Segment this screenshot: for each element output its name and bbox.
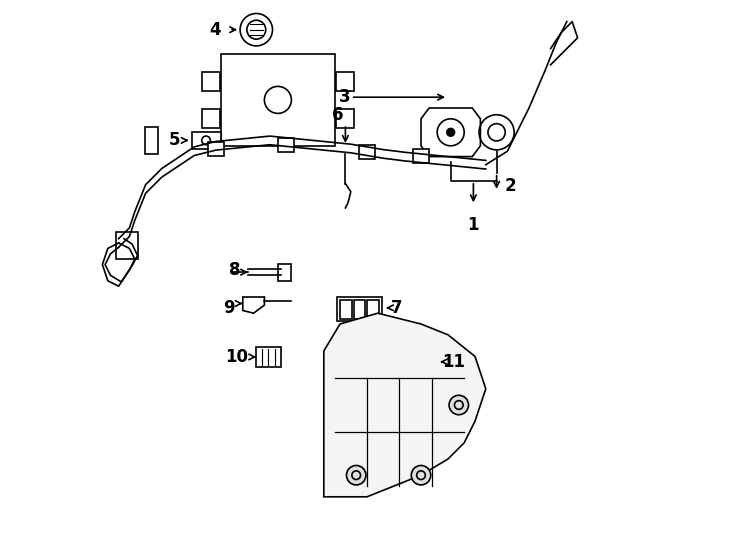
Bar bbox=[208, 142, 224, 156]
Text: 3: 3 bbox=[339, 88, 351, 106]
Text: 2: 2 bbox=[505, 177, 516, 195]
FancyBboxPatch shape bbox=[192, 132, 221, 149]
Bar bbox=[278, 264, 291, 281]
Text: 11: 11 bbox=[443, 353, 465, 371]
FancyBboxPatch shape bbox=[336, 109, 354, 128]
Bar bbox=[359, 145, 375, 159]
Bar bbox=[338, 297, 382, 321]
Text: 7: 7 bbox=[391, 299, 403, 317]
Polygon shape bbox=[324, 313, 486, 497]
Circle shape bbox=[446, 128, 455, 137]
Circle shape bbox=[449, 395, 468, 415]
FancyBboxPatch shape bbox=[336, 72, 354, 91]
Bar bbox=[413, 149, 429, 163]
Text: 9: 9 bbox=[223, 299, 235, 317]
Polygon shape bbox=[243, 297, 264, 313]
Bar bbox=[367, 300, 379, 319]
Circle shape bbox=[346, 465, 366, 485]
Text: 6: 6 bbox=[332, 106, 343, 124]
Bar bbox=[278, 138, 294, 152]
FancyBboxPatch shape bbox=[256, 347, 280, 367]
FancyBboxPatch shape bbox=[203, 109, 219, 128]
Bar bbox=[340, 300, 352, 319]
Bar bbox=[116, 232, 137, 259]
Bar bbox=[145, 127, 158, 154]
Circle shape bbox=[411, 465, 431, 485]
Text: 8: 8 bbox=[228, 261, 240, 279]
Text: 5: 5 bbox=[170, 131, 181, 150]
FancyBboxPatch shape bbox=[221, 54, 335, 146]
Bar bbox=[354, 300, 366, 319]
Text: 10: 10 bbox=[225, 348, 248, 367]
Text: 1: 1 bbox=[468, 216, 479, 234]
Text: 4: 4 bbox=[210, 21, 221, 39]
FancyBboxPatch shape bbox=[203, 72, 219, 91]
